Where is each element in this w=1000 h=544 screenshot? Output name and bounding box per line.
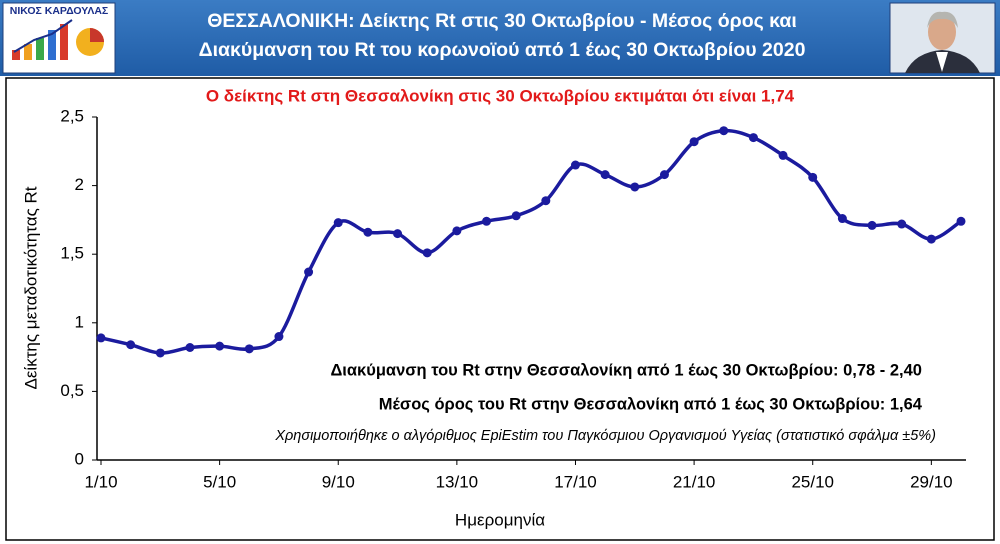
y-tick-label: 0 <box>75 449 84 468</box>
data-point <box>956 216 966 226</box>
header-banner <box>0 0 1000 76</box>
data-point <box>274 332 284 342</box>
x-tick-label: 25/10 <box>791 472 834 491</box>
data-point <box>630 182 640 192</box>
x-tick-label: 5/10 <box>203 472 236 491</box>
y-tick-label: 2 <box>75 175 84 194</box>
data-point <box>215 341 225 351</box>
data-point <box>600 170 610 180</box>
x-tick-label: 9/10 <box>322 472 355 491</box>
logo: ΝΙΚΟΣ ΚΑΡΔΟΥΛΑΣ <box>2 2 116 74</box>
author-photo <box>889 2 996 74</box>
x-tick-label: 13/10 <box>436 472 479 491</box>
annotation: Διακύμανση του Rt στην Θεσσαλονίκη από 1… <box>330 361 922 379</box>
page-title: ΘΕΣΣΑΛΟΝΙΚΗ: Δείκτης Rt στις 30 Οκτωβρίο… <box>207 10 797 32</box>
x-tick-label: 17/10 <box>554 472 597 491</box>
data-line <box>100 128 962 355</box>
chart-title: Ο δείκτης Rt στη Θεσσαλονίκη στις 30 Οκτ… <box>206 86 795 105</box>
data-point <box>867 220 877 230</box>
data-point <box>393 229 403 239</box>
plot: 0 0,5 1 1,5 2 2,5 1/10 5/10 9/10 13/10 17/10 21/10 2… <box>60 106 966 491</box>
data-point <box>96 333 106 343</box>
y-tick-label: 1,5 <box>60 244 84 263</box>
chart-frame <box>5 77 995 541</box>
data-point <box>808 172 818 182</box>
data-point <box>482 216 492 226</box>
data-point <box>719 126 729 136</box>
y-tick-label: 2,5 <box>60 106 84 125</box>
logo-title: ΝΙΚΟΣ ΚΑΡΔΟΥΛΑΣ <box>10 5 108 17</box>
data-point <box>155 348 165 358</box>
data-point <box>304 267 314 277</box>
data-point <box>541 196 551 206</box>
x-tick-label: 21/10 <box>673 472 716 491</box>
data-point <box>422 248 432 258</box>
annotation: Χρησιμοποιήθηκε ο αλγόριθμος EpiEstim το… <box>274 428 936 444</box>
data-point <box>363 227 373 237</box>
data-point <box>452 226 462 236</box>
x-axis-label: Ημερομηνία <box>455 510 545 529</box>
data-point <box>748 133 758 143</box>
y-axis-label: Δείκτης μεταδοτικότητας Rt <box>21 186 40 389</box>
data-point <box>244 344 254 354</box>
y-tick-label: 1 <box>75 312 84 331</box>
x-tick-label: 29/10 <box>910 472 953 491</box>
data-point <box>570 160 580 170</box>
y-tick-label: 0,5 <box>60 381 84 400</box>
data-point <box>837 214 847 224</box>
x-tick-label: 1/10 <box>84 472 117 491</box>
data-point <box>897 219 907 229</box>
data-point <box>659 170 669 180</box>
data-point <box>689 137 699 147</box>
data-point <box>926 234 936 244</box>
page-title: Διακύμανση του Rt του κορωνοϊού από 1 έω… <box>199 39 806 61</box>
annotation: Μέσος όρος του Rt στην Θεσσαλονίκη από 1… <box>379 395 923 413</box>
data-point <box>511 211 521 221</box>
data-point <box>333 218 343 228</box>
data-point <box>185 342 195 352</box>
data-point <box>126 340 136 350</box>
data-point <box>778 150 788 160</box>
